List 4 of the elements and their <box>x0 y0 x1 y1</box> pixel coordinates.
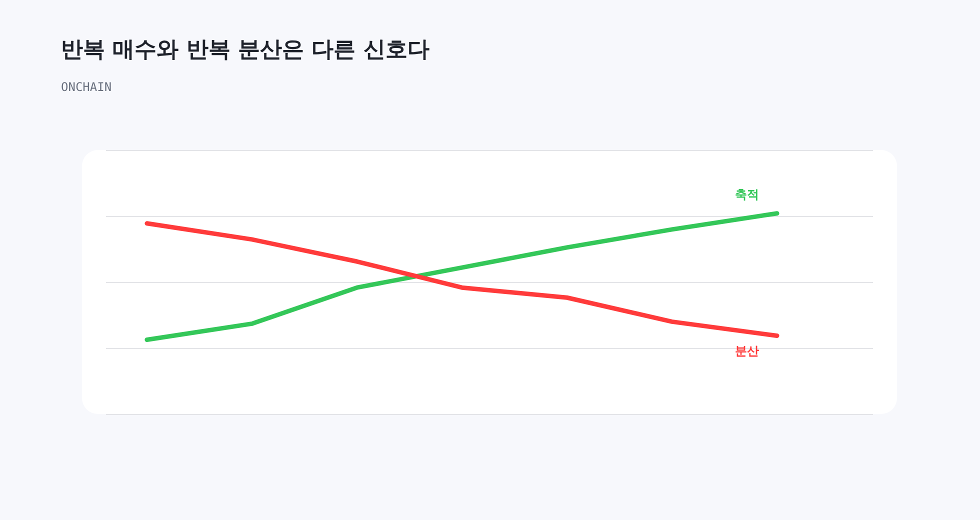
series-label: 분산 <box>735 344 760 358</box>
chart-subtitle: ONCHAIN <box>61 80 112 94</box>
chart-title: 반복 매수와 반복 분산은 다른 신호다 <box>61 38 430 62</box>
series-label: 축적 <box>735 187 760 202</box>
